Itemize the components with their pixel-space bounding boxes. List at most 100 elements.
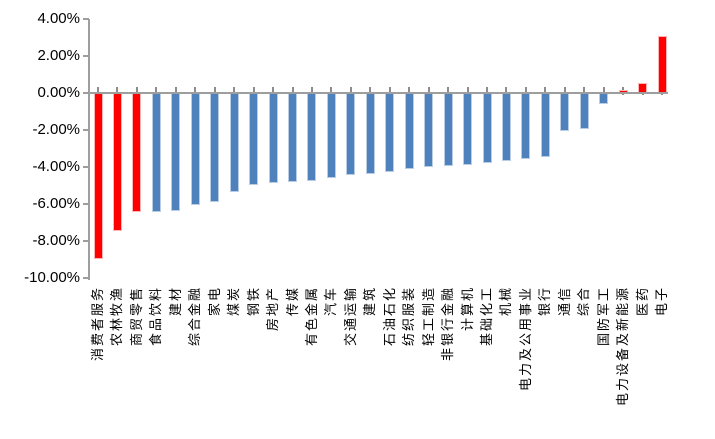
y-axis-tick-mark xyxy=(83,166,89,168)
y-axis-tick-label: -2.00% xyxy=(32,121,80,138)
category-tick-mark xyxy=(97,87,99,95)
x-axis-category-label: 家电 xyxy=(207,286,222,317)
bar-29 xyxy=(658,36,667,92)
x-axis-category-label: 医药 xyxy=(635,286,650,317)
x-axis-category-label: 国防军工 xyxy=(596,286,611,347)
zero-axis-line xyxy=(88,92,668,94)
x-axis-category-label: 消费者服务 xyxy=(90,286,105,362)
category-tick-mark xyxy=(116,87,118,95)
bar-21 xyxy=(502,94,511,161)
bar-12 xyxy=(327,94,336,178)
x-axis-category-label: 电力设备及新能源 xyxy=(615,286,630,407)
category-tick-mark xyxy=(505,87,507,95)
x-axis-category-label: 银行 xyxy=(537,286,552,317)
y-axis-tick-mark xyxy=(83,277,89,279)
bar-13 xyxy=(346,94,355,175)
x-axis-category-label: 机械 xyxy=(498,286,513,317)
y-axis-tick-mark xyxy=(83,92,89,94)
x-axis-category-label: 计算机 xyxy=(460,286,475,332)
category-tick-mark xyxy=(350,87,352,95)
y-axis-tick-label: -10.00% xyxy=(24,269,80,286)
bar-28 xyxy=(638,83,647,92)
x-axis-category-label: 汽车 xyxy=(323,286,338,317)
bar-8 xyxy=(249,94,258,185)
y-axis-tick-mark xyxy=(83,129,89,131)
x-axis-category-label: 通信 xyxy=(557,286,572,317)
bar-2 xyxy=(132,94,141,212)
x-axis-category-label: 交通运输 xyxy=(343,286,358,347)
y-axis-tick-label: -4.00% xyxy=(32,158,80,175)
bar-5 xyxy=(191,94,200,205)
category-tick-mark xyxy=(194,87,196,95)
y-axis-tick-label: 4.00% xyxy=(37,10,80,27)
category-tick-mark xyxy=(447,87,449,95)
x-axis-category-label: 建筑 xyxy=(362,286,377,317)
category-tick-mark xyxy=(369,87,371,95)
bar-27 xyxy=(619,90,628,92)
category-tick-mark xyxy=(486,87,488,95)
category-tick-mark xyxy=(214,87,216,95)
x-axis-category-label: 房地产 xyxy=(265,286,280,332)
bar-10 xyxy=(288,94,297,182)
bar-25 xyxy=(580,94,589,129)
y-axis-tick-label: 2.00% xyxy=(37,47,80,64)
category-tick-mark xyxy=(564,87,566,95)
bar-26 xyxy=(599,94,608,104)
bar-17 xyxy=(424,94,433,167)
category-tick-mark xyxy=(583,87,585,95)
bar-15 xyxy=(385,94,394,172)
category-tick-mark xyxy=(389,87,391,95)
category-tick-mark xyxy=(408,87,410,95)
bar-14 xyxy=(366,94,375,174)
bar-24 xyxy=(560,94,569,131)
category-tick-mark xyxy=(272,87,274,95)
bar-4 xyxy=(171,94,180,211)
category-tick-mark xyxy=(253,87,255,95)
y-axis-tick-label: -8.00% xyxy=(32,232,80,249)
x-axis-category-label: 钢铁 xyxy=(246,286,261,317)
bar-9 xyxy=(269,94,278,183)
bar-0 xyxy=(94,94,103,259)
category-tick-mark xyxy=(467,87,469,95)
x-axis-category-label: 有色金属 xyxy=(304,286,319,347)
y-axis-tick-label: -6.00% xyxy=(32,195,80,212)
category-tick-mark xyxy=(233,87,235,95)
y-axis-tick-mark xyxy=(83,203,89,205)
category-tick-mark xyxy=(292,87,294,95)
bar-11 xyxy=(307,94,316,181)
x-axis-category-label: 电子 xyxy=(654,286,669,317)
x-axis-category-label: 轻工制造 xyxy=(421,286,436,347)
x-axis-category-label: 煤炭 xyxy=(226,286,241,317)
category-tick-mark xyxy=(155,87,157,95)
bar-7 xyxy=(230,94,239,192)
x-axis-category-label: 综合金融 xyxy=(187,286,202,347)
x-axis-category-label: 综合 xyxy=(576,286,591,317)
bar-20 xyxy=(483,94,492,163)
y-axis-tick-mark xyxy=(83,240,89,242)
bar-16 xyxy=(405,94,414,169)
y-axis-tick-label: 0.00% xyxy=(37,84,80,101)
bar-22 xyxy=(521,94,530,159)
x-axis-category-label: 纺织服装 xyxy=(401,286,416,347)
x-axis-category-label: 农林牧渔 xyxy=(109,286,124,347)
y-axis-tick-mark xyxy=(83,18,89,20)
x-axis-category-label: 商贸零售 xyxy=(129,286,144,347)
category-tick-mark xyxy=(525,87,527,95)
bar-3 xyxy=(152,94,161,212)
x-axis-category-label: 建材 xyxy=(168,286,183,317)
x-axis-category-label: 石油石化 xyxy=(382,286,397,347)
bar-1 xyxy=(113,94,122,231)
x-axis-category-label: 非银行金融 xyxy=(440,286,455,362)
category-tick-mark xyxy=(175,87,177,95)
x-axis-category-label: 基础化工 xyxy=(479,286,494,347)
bar-19 xyxy=(463,94,472,165)
bar-23 xyxy=(541,94,550,157)
x-axis-category-label: 传媒 xyxy=(285,286,300,317)
y-axis-line xyxy=(88,19,90,280)
category-tick-mark xyxy=(544,87,546,95)
x-axis-category-label: 电力及公用事业 xyxy=(518,286,533,392)
category-tick-mark xyxy=(311,87,313,95)
x-axis-category-label: 食品饮料 xyxy=(148,286,163,347)
bar-18 xyxy=(444,94,453,166)
